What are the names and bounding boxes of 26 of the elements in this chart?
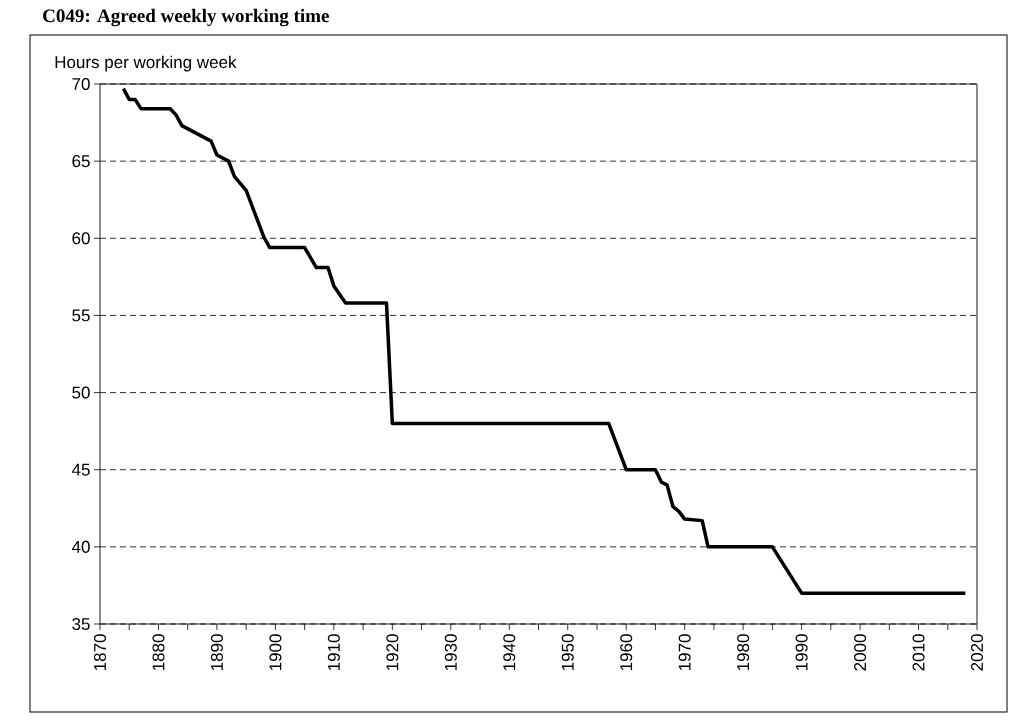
y-tick-label: 40 (71, 540, 90, 553)
y-tick-label: 65 (72, 155, 90, 168)
x-tick-label: 1930 (444, 634, 457, 671)
chart-title: C049: Agreed weekly working time (43, 8, 329, 27)
x-tick-label: 1880 (152, 634, 165, 671)
x-tick-label: 1970 (678, 634, 691, 671)
x-tick-label: 1910 (327, 634, 340, 671)
x-tick-label: 1960 (620, 634, 633, 671)
x-tick-label: 2020 (970, 634, 984, 671)
y-axis-title: Hours per working week (55, 55, 237, 72)
x-tick-label: 2010 (912, 634, 925, 671)
x-tick-label: 1950 (561, 634, 574, 671)
y-tick-label: 50 (72, 386, 90, 399)
y-tick-label: 60 (72, 232, 90, 245)
y-tick-label: 70 (72, 77, 90, 91)
y-tick-label: 45 (71, 463, 90, 476)
x-tick-label: 1920 (386, 634, 399, 671)
x-tick-label: 1870 (93, 634, 107, 671)
x-tick-label: 1890 (210, 634, 223, 671)
x-tick-label: 1940 (503, 634, 516, 671)
x-tick-label: 1990 (795, 634, 808, 671)
x-tick-label: 1900 (269, 634, 282, 671)
y-tick-label: 55 (72, 309, 90, 322)
x-tick-label: 2000 (854, 634, 867, 671)
x-tick-label: 1980 (737, 634, 750, 671)
y-tick-label: 35 (72, 617, 90, 631)
